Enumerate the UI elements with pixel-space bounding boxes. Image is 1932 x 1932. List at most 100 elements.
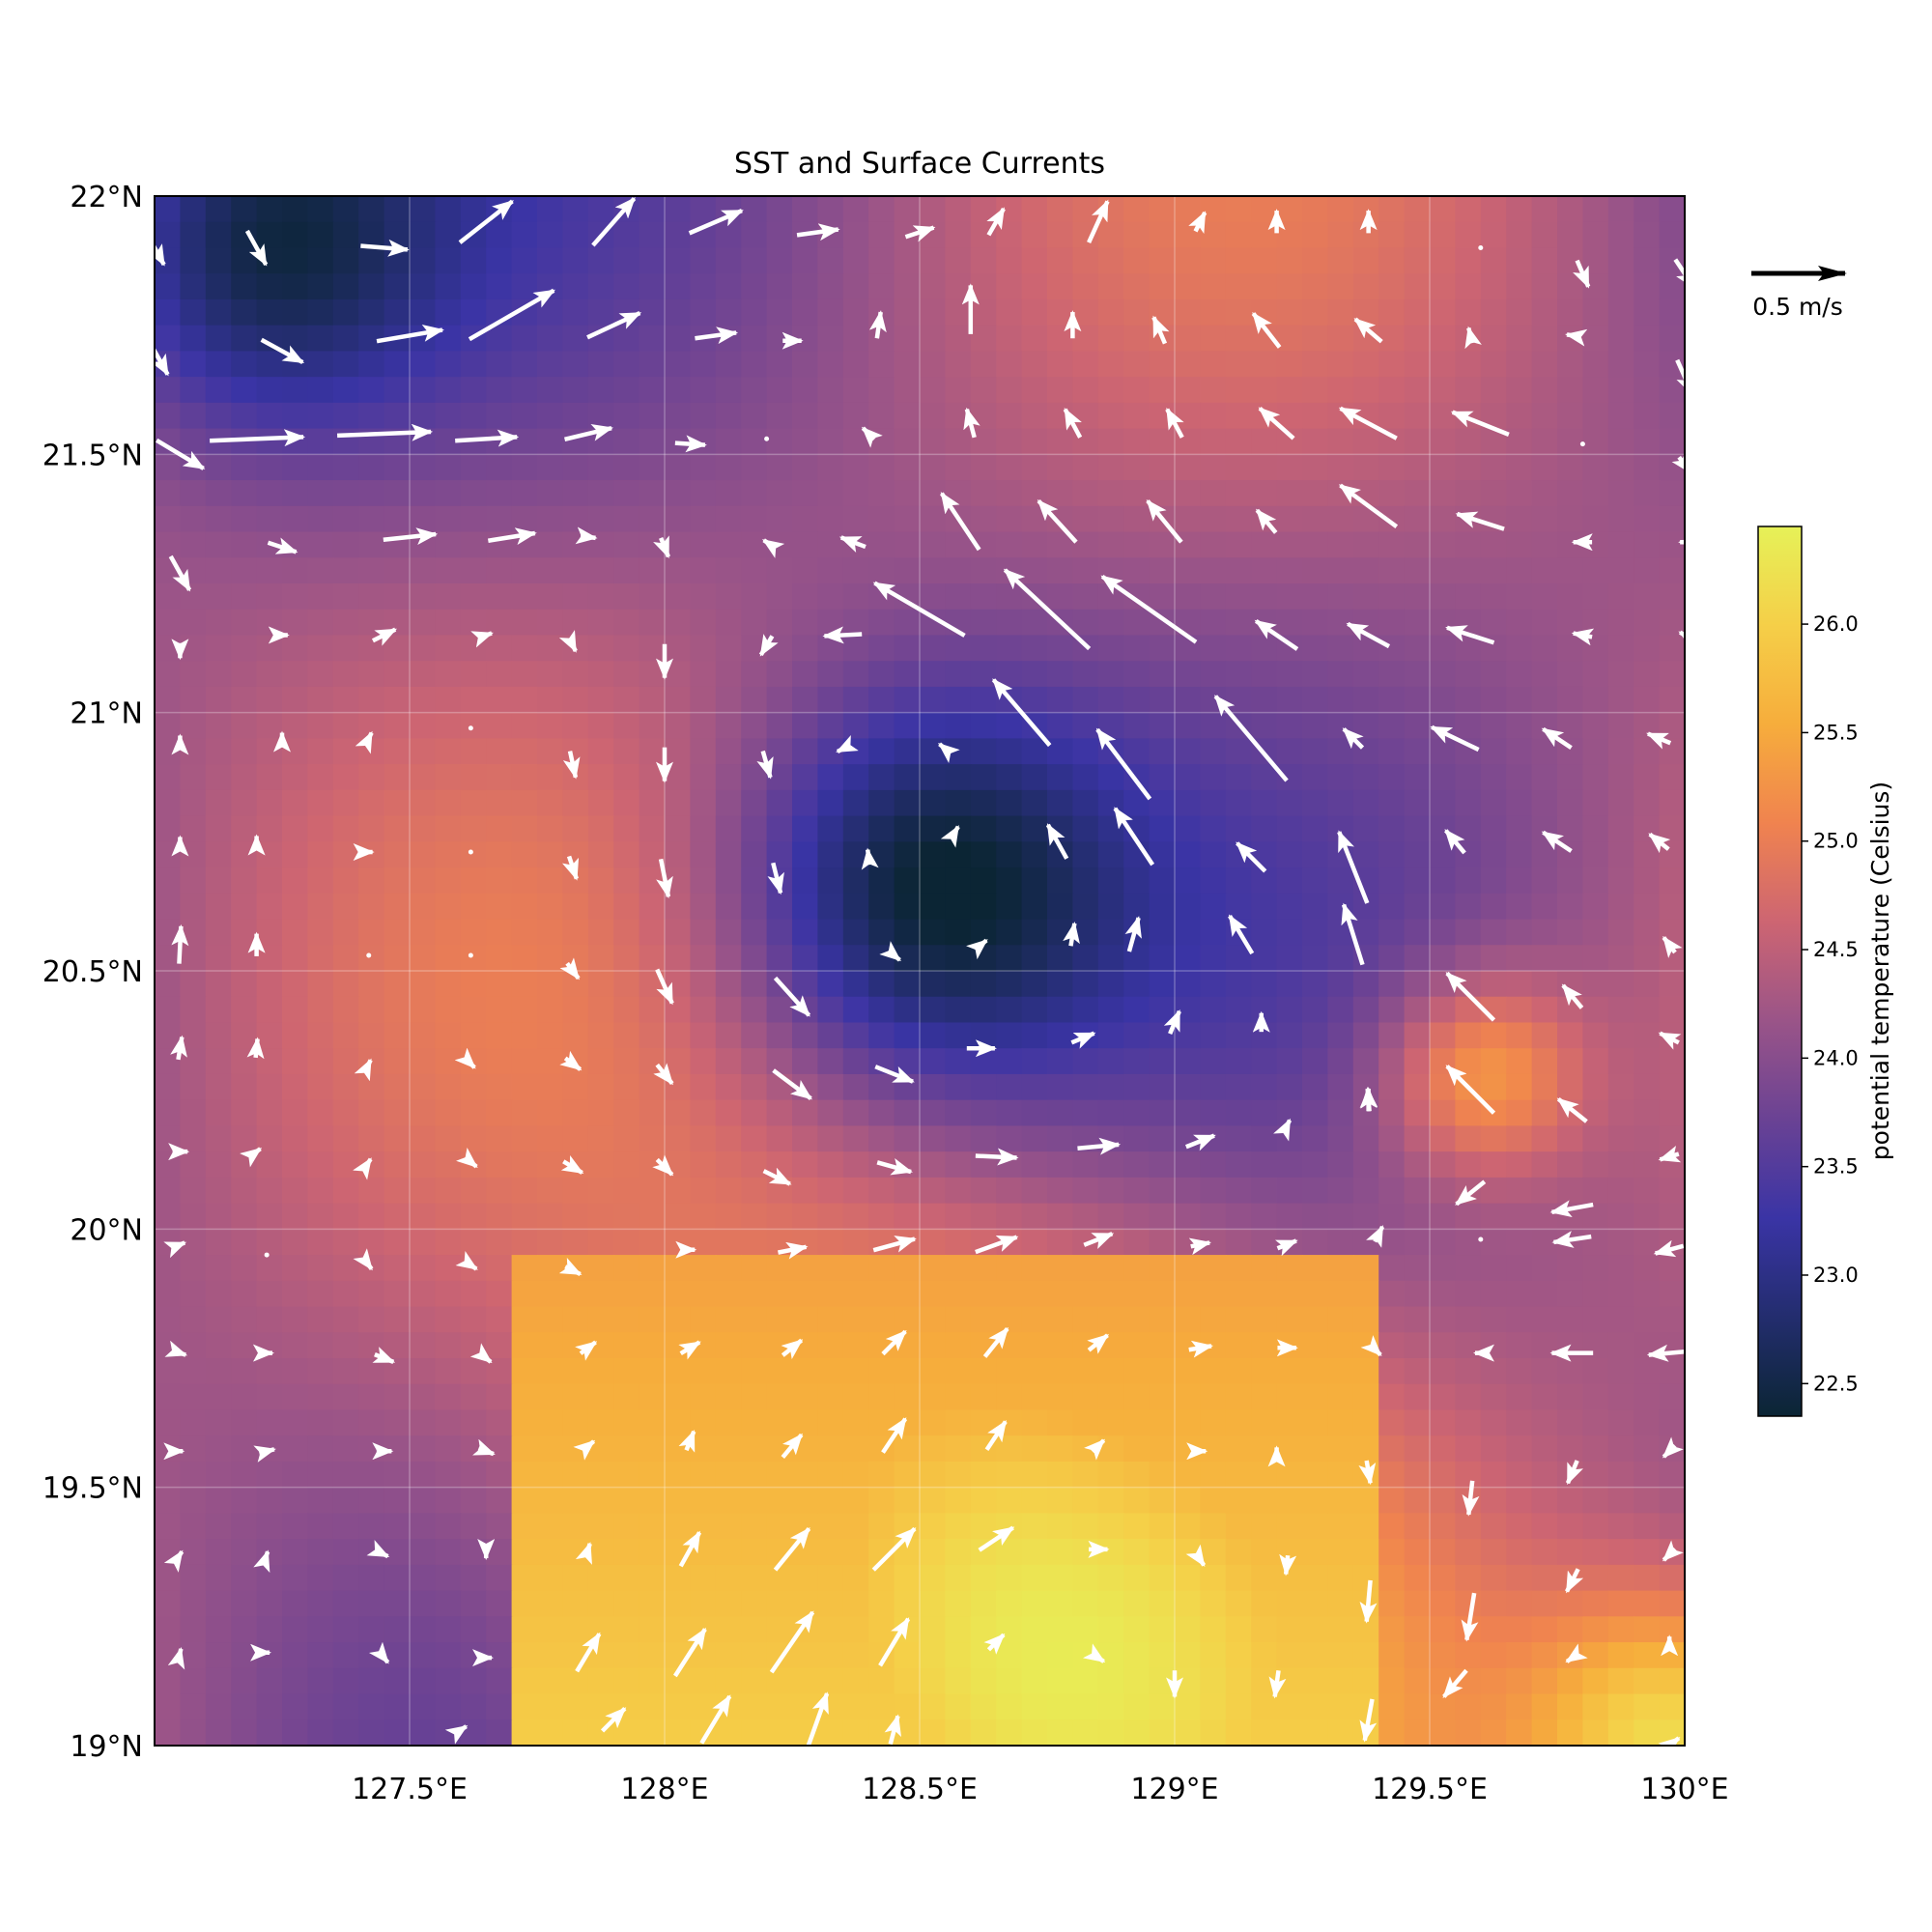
sst-cell (1404, 1203, 1431, 1231)
sst-cell (1225, 1099, 1252, 1127)
sst-cell (665, 686, 692, 714)
sst-cell (842, 1048, 869, 1075)
sst-cell (307, 1306, 334, 1334)
sst-cell (613, 1099, 640, 1127)
sst-cell (435, 764, 462, 791)
sst-cell (1378, 945, 1406, 972)
current-vector (1541, 830, 1573, 853)
sst-cell (1557, 1022, 1584, 1049)
sst-cell (1531, 247, 1558, 274)
sst-cell (155, 325, 182, 353)
sst-cell (231, 1667, 258, 1695)
sst-cell (920, 686, 947, 714)
sst-cell (1480, 1667, 1507, 1695)
sst-cell (231, 1642, 258, 1669)
sst-cell (996, 1383, 1023, 1411)
sst-cell (537, 841, 564, 868)
sst-cell (1506, 712, 1533, 740)
sst-cell (1225, 1539, 1252, 1566)
sst-cell (1225, 505, 1252, 533)
sst-cell (613, 325, 640, 353)
sst-cell (486, 1590, 513, 1618)
sst-cell (1430, 686, 1457, 714)
sst-cell (842, 1435, 869, 1463)
sst-cell (1072, 1590, 1099, 1618)
sst-cell (587, 764, 614, 791)
sst-cell (766, 1667, 793, 1695)
sst-cell (307, 1203, 334, 1231)
sst-cell (690, 764, 717, 791)
sst-cell (486, 996, 513, 1024)
sst-cell (1352, 971, 1379, 998)
sst-cell (410, 1125, 437, 1152)
sst-cell (562, 1306, 589, 1334)
sst-cell (256, 867, 283, 895)
sst-cell (1123, 867, 1151, 895)
sst-cell (1506, 1435, 1533, 1463)
sst-cell (231, 273, 258, 300)
sst-cell (639, 919, 666, 947)
sst-cell (511, 196, 538, 223)
sst-cell (715, 1616, 742, 1643)
sst-cell (1302, 971, 1329, 998)
sst-cell (562, 1332, 589, 1359)
sst-cell (613, 1487, 640, 1515)
current-vector (1338, 483, 1399, 528)
sst-cell (842, 1177, 869, 1205)
sst-cell (665, 1487, 692, 1515)
sst-cell (1455, 1409, 1482, 1436)
sst-cell (1175, 1461, 1202, 1489)
sst-cell (1607, 480, 1634, 507)
sst-cell (970, 1616, 997, 1643)
sst-cell (1021, 1332, 1048, 1359)
sst-cell (1634, 428, 1661, 456)
sst-cell (1175, 893, 1202, 921)
sst-cell (1251, 351, 1278, 378)
sst-cell (1200, 609, 1227, 637)
sst-cell (613, 1280, 640, 1308)
sst-cell (842, 1255, 869, 1282)
sst-cell (511, 325, 538, 353)
sst-cell (690, 661, 717, 688)
sst-cell (205, 1203, 232, 1231)
sst-cell (920, 298, 947, 327)
sst-cell (435, 531, 462, 559)
sst-cell (384, 221, 411, 249)
current-vector (653, 1063, 674, 1086)
sst-cell (307, 377, 334, 404)
sst-cell (1352, 1487, 1379, 1515)
sst-cell (1430, 505, 1457, 533)
sst-cell (1302, 686, 1329, 714)
sst-cell (307, 1332, 334, 1359)
sst-cell (587, 971, 614, 998)
sst-cell (205, 1099, 232, 1127)
sst-cell (307, 298, 334, 327)
sst-cell (1455, 1513, 1482, 1540)
sst-cell (562, 1099, 589, 1127)
sst-cell (1302, 738, 1329, 765)
sst-cell (1021, 1203, 1048, 1231)
sst-cell (1327, 686, 1354, 714)
colorbar: 22.523.023.524.024.525.025.526.0 potenti… (1757, 526, 1894, 1417)
sst-cell (486, 789, 513, 817)
sst-cell (1506, 841, 1533, 868)
sst-cell (1149, 1151, 1176, 1179)
sst-cell (1276, 661, 1303, 688)
sst-cell (868, 945, 895, 972)
current-vector (773, 1526, 811, 1572)
sst-cell (817, 1590, 844, 1618)
sst-cell (282, 945, 309, 972)
sst-cell (1582, 428, 1609, 456)
current-vector (1478, 244, 1484, 250)
sst-cell (1327, 867, 1354, 895)
sst-cell (1430, 738, 1457, 765)
sst-cell (358, 971, 385, 998)
sst-cell (256, 841, 283, 868)
sst-cell (665, 919, 692, 947)
current-vector (1565, 1460, 1583, 1486)
sst-cell (282, 298, 309, 327)
sst-cell (486, 1487, 513, 1515)
sst-cell (460, 1616, 487, 1643)
sst-cell (1072, 247, 1099, 274)
current-vector (1113, 807, 1155, 867)
